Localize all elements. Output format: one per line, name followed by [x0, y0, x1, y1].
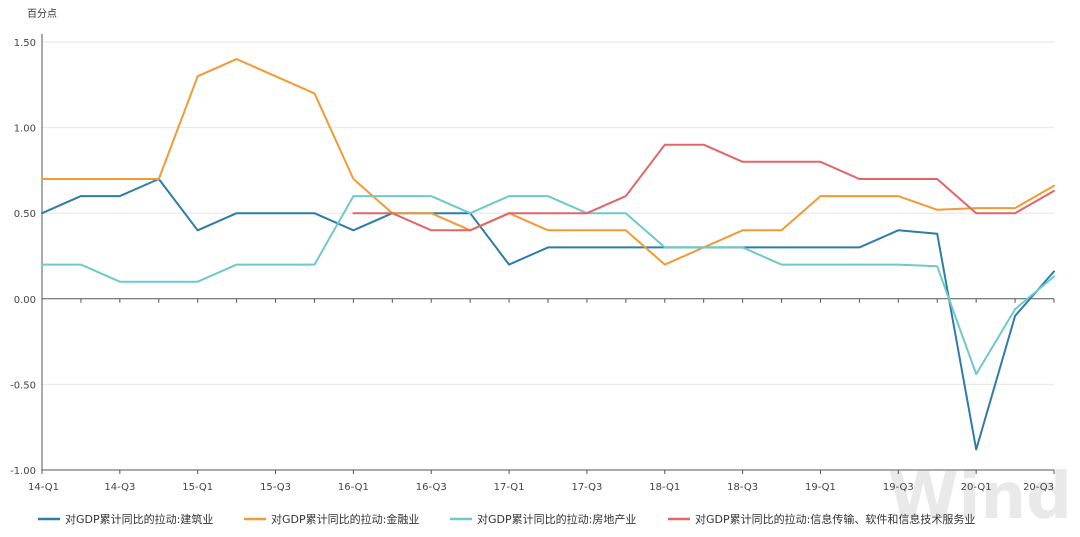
- legend-item: 对GDP累计同比的拉动:信息传输、软件和信息技术服务业: [668, 512, 975, 526]
- x-tick-label: 18-Q3: [727, 482, 758, 493]
- x-tick-label: 19-Q3: [883, 482, 914, 493]
- legend-label: 对GDP累计同比的拉动:金融业: [271, 512, 419, 526]
- x-tick-label: 20-Q1: [961, 482, 992, 493]
- x-tick-label: 17-Q1: [494, 482, 525, 493]
- axes: 1.50 1.00 0.50 0.00 -0.50 -1.00 14-Q1 14-Q3 15-Q…: [10, 34, 1055, 493]
- y-tick-label: -0.50: [10, 380, 36, 391]
- unit-label: 百分点: [27, 8, 57, 20]
- x-tick-label: 14-Q3: [104, 482, 135, 493]
- legend-item: 对GDP累计同比的拉动:房地产业: [450, 512, 636, 526]
- legend-item: 对GDP累计同比的拉动:金融业: [244, 512, 419, 526]
- legend-item: 对GDP累计同比的拉动:建筑业: [38, 512, 213, 526]
- series-line: [352, 143, 1055, 232]
- x-tick-label: 18-Q1: [649, 482, 680, 493]
- y-tick-label: -1.00: [10, 466, 36, 477]
- y-tick-label: 0.50: [14, 209, 36, 220]
- watermark-logo: Wind: [888, 460, 1072, 534]
- legend-label: 对GDP累计同比的拉动:信息传输、软件和信息技术服务业: [695, 512, 975, 526]
- series-line: [41, 178, 1055, 451]
- x-tick-label: 19-Q1: [805, 482, 836, 493]
- series-line: [41, 58, 1055, 266]
- legend-label: 对GDP累计同比的拉动:建筑业: [65, 512, 213, 526]
- x-tick-label: 16-Q1: [338, 482, 369, 493]
- y-tick-label: 1.50: [14, 38, 36, 49]
- x-tick-label: 14-Q1: [28, 482, 59, 493]
- y-tick-label: 0.00: [14, 295, 36, 306]
- x-tick-label: 20-Q3: [1023, 482, 1054, 493]
- series-line: [41, 195, 1055, 376]
- y-tick-label: 1.00: [14, 124, 36, 135]
- x-tick-label: 17-Q3: [571, 482, 602, 493]
- legend: 对GDP累计同比的拉动:建筑业 对GDP累计同比的拉动:金融业 对GDP累计同比的拉…: [38, 512, 975, 526]
- x-tick-label: 16-Q3: [416, 482, 447, 493]
- x-tick-label: 15-Q3: [260, 482, 291, 493]
- legend-label: 对GDP累计同比的拉动:房地产业: [477, 512, 636, 526]
- x-tick-label: 15-Q1: [182, 482, 213, 493]
- series-lines: [41, 58, 1055, 451]
- grid: [42, 41, 1054, 471]
